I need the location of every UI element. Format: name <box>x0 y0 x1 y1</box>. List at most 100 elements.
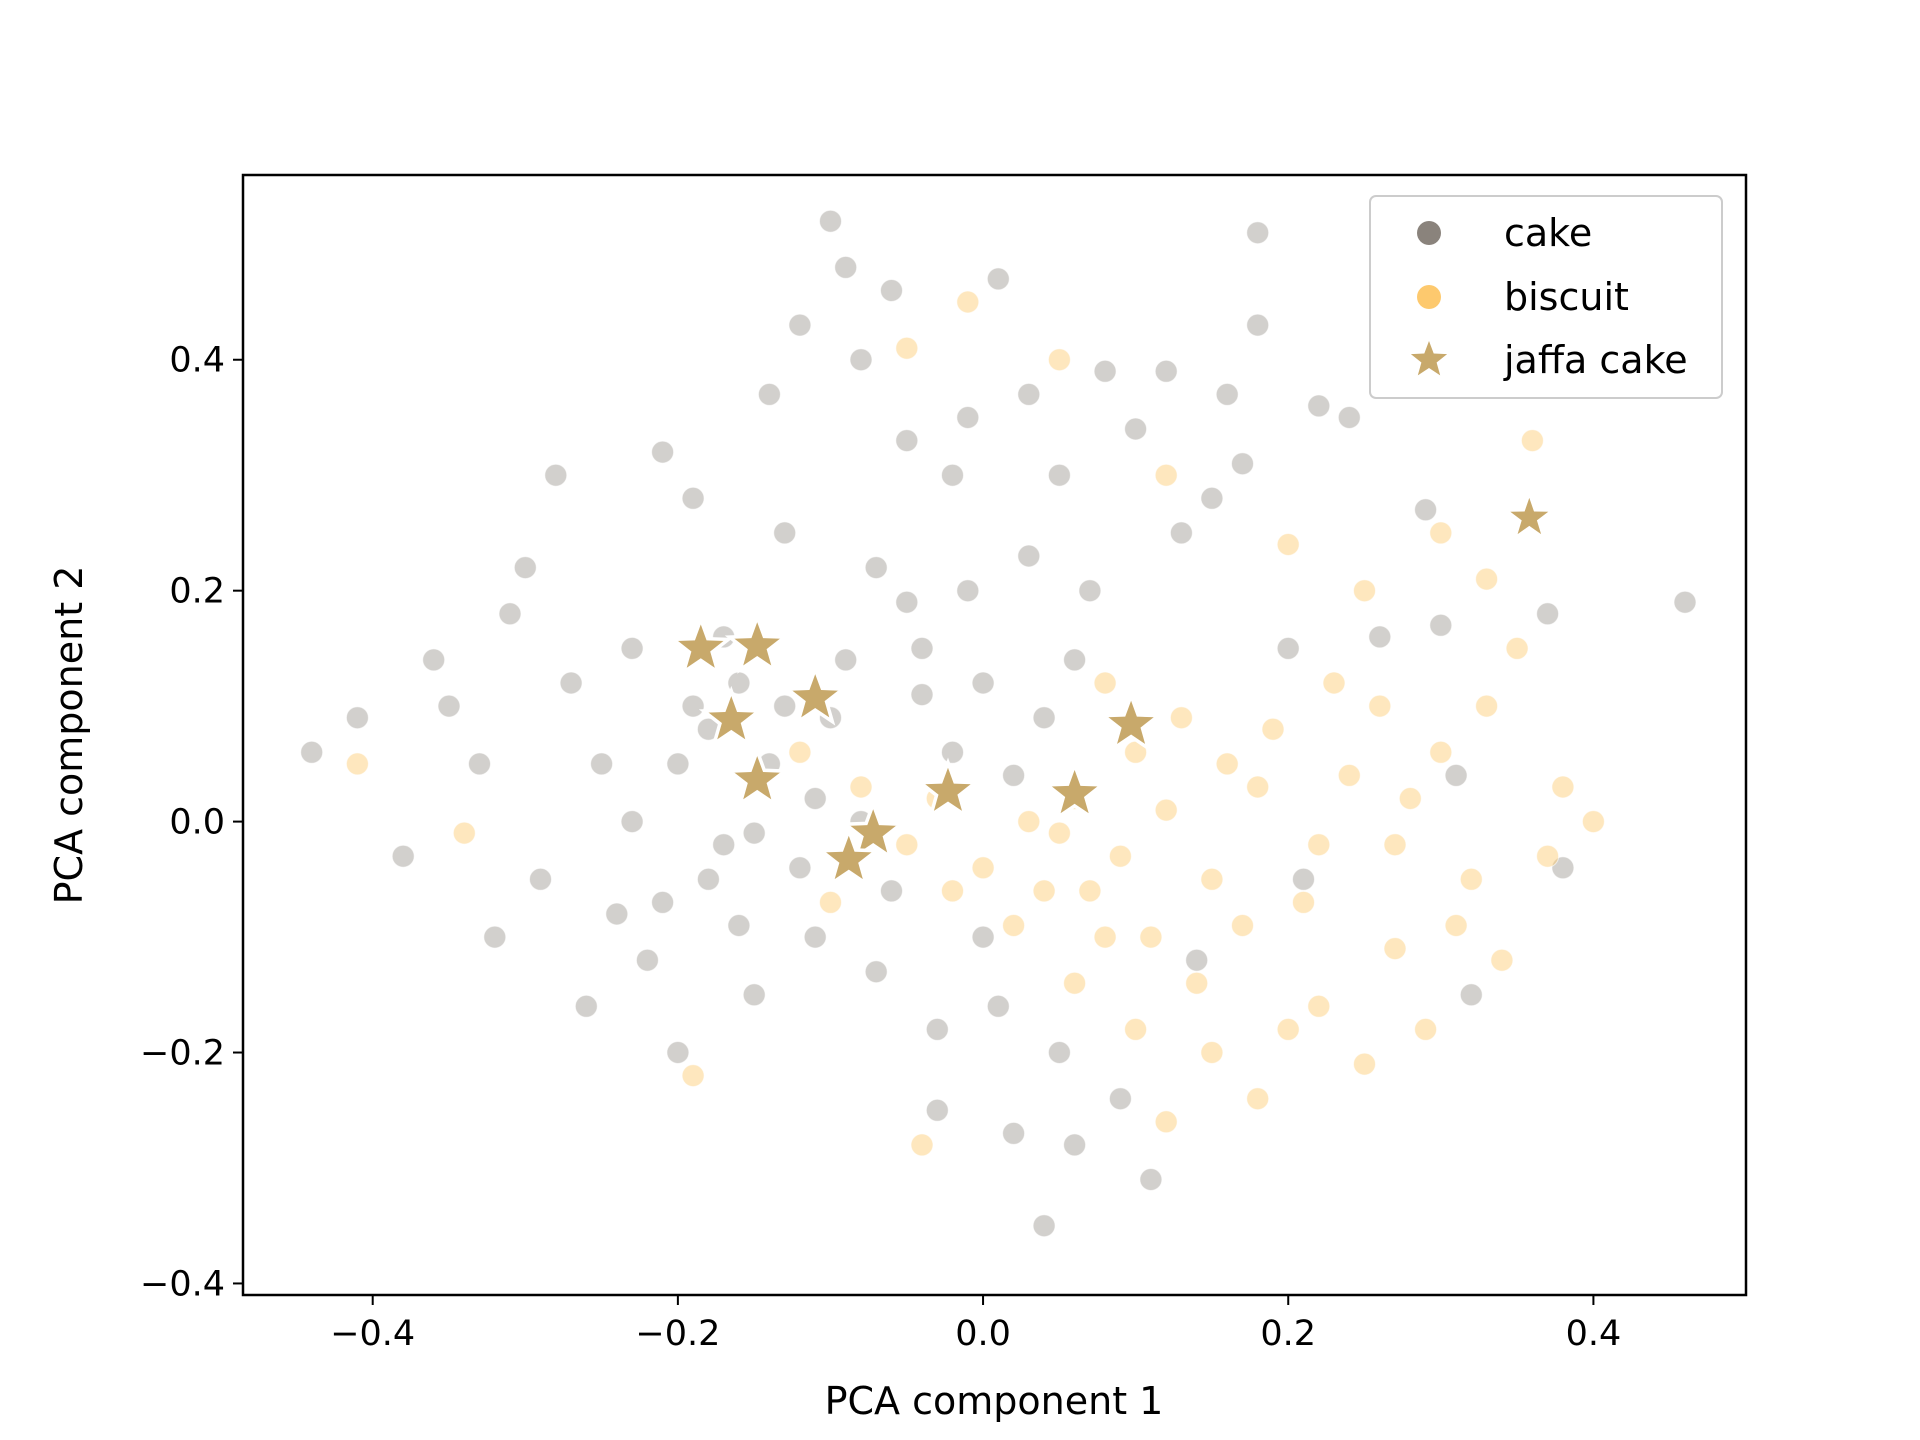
point-biscuit <box>1032 879 1056 903</box>
point-cake <box>941 740 964 764</box>
point-cake <box>468 752 491 776</box>
point-cake <box>1078 579 1102 603</box>
point-cake <box>666 752 690 776</box>
point-cake <box>1551 856 1575 880</box>
point-cake <box>849 348 873 372</box>
y-tick-label: −0.4 <box>140 1264 225 1304</box>
point-cake <box>1368 625 1392 649</box>
point-cake <box>803 925 827 949</box>
point-cake <box>1154 359 1178 383</box>
data-points <box>300 209 1697 1238</box>
point-cake <box>925 1017 949 1041</box>
point-cake <box>910 683 934 707</box>
x-tick-label: 0.0 <box>955 1314 1011 1354</box>
point-biscuit <box>1505 636 1529 660</box>
point-jaffa-cake <box>668 614 734 677</box>
point-cake <box>300 740 324 764</box>
point-biscuit <box>1429 740 1453 764</box>
point-cake <box>864 556 888 580</box>
point-cake <box>1246 313 1270 337</box>
point-jaffa-cake <box>915 757 981 820</box>
x-tick-label: 0.2 <box>1260 1314 1316 1354</box>
point-cake <box>437 694 461 718</box>
point-biscuit <box>1154 463 1178 487</box>
point-biscuit <box>1063 971 1087 995</box>
point-biscuit <box>1581 810 1605 834</box>
point-cake <box>956 406 980 429</box>
point-biscuit <box>1169 706 1193 730</box>
point-cake <box>1200 486 1224 510</box>
point-jaffa-cake <box>724 611 790 674</box>
point-biscuit <box>1154 798 1178 822</box>
point-biscuit <box>1261 717 1285 741</box>
point-biscuit <box>1475 694 1499 718</box>
point-cake <box>773 521 797 545</box>
point-cake <box>880 279 903 302</box>
point-cake <box>1169 521 1193 545</box>
point-cake <box>666 1041 690 1064</box>
point-cake <box>559 671 583 695</box>
point-biscuit <box>1215 752 1239 776</box>
point-biscuit <box>1383 937 1407 961</box>
point-cake <box>1032 706 1056 730</box>
point-cake <box>925 1098 949 1122</box>
point-cake <box>1032 1214 1056 1238</box>
point-cake <box>635 948 659 972</box>
point-biscuit <box>1368 694 1392 718</box>
x-tick-label: 0.4 <box>1566 1314 1622 1354</box>
point-cake <box>1063 1133 1087 1157</box>
point-biscuit <box>1200 1041 1224 1064</box>
point-biscuit <box>956 290 980 314</box>
point-biscuit <box>1307 994 1331 1018</box>
point-cake <box>391 844 415 868</box>
point-cake <box>620 810 644 834</box>
point-cake <box>605 902 629 926</box>
point-cake <box>1429 613 1453 637</box>
y-axis-ticks: −0.4 −0.2 0.0 0.2 0.4 <box>140 341 243 1304</box>
point-cake <box>1307 394 1331 418</box>
point-cake <box>803 787 827 810</box>
point-biscuit <box>1276 533 1300 556</box>
point-biscuit <box>971 856 995 880</box>
point-cake <box>941 463 964 487</box>
legend-marker-cake <box>1417 221 1441 245</box>
point-cake <box>1185 948 1209 972</box>
point-cake <box>590 752 614 776</box>
x-axis-label: PCA component 1 <box>825 1379 1164 1423</box>
point-biscuit <box>1002 914 1026 937</box>
point-cake <box>834 255 858 279</box>
point-cake <box>574 994 598 1018</box>
point-biscuit <box>1490 948 1514 972</box>
x-tick-label: −0.4 <box>330 1314 415 1354</box>
point-biscuit <box>1154 1110 1178 1134</box>
point-biscuit <box>1459 867 1483 891</box>
point-cake <box>971 925 995 949</box>
point-cake <box>895 429 919 453</box>
point-biscuit <box>1292 890 1315 914</box>
point-biscuit <box>1231 914 1254 937</box>
point-cake <box>1414 498 1438 522</box>
point-biscuit <box>1139 925 1163 949</box>
y-axis-label: PCA component 2 <box>47 566 91 905</box>
point-jaffa-cake <box>698 685 764 748</box>
legend-label-biscuit: biscuit <box>1504 275 1629 319</box>
point-biscuit <box>1398 787 1422 810</box>
point-biscuit <box>1322 671 1346 695</box>
point-biscuit <box>1246 1087 1270 1111</box>
legend-label-jaffa-cake: jaffa cake <box>1503 338 1688 382</box>
point-cake <box>788 313 812 337</box>
point-cake <box>1108 1087 1132 1111</box>
point-biscuit <box>1337 763 1361 787</box>
point-biscuit <box>895 336 919 360</box>
point-cake <box>544 463 568 487</box>
point-cake <box>971 671 995 695</box>
point-cake <box>1017 382 1041 406</box>
point-cake <box>986 994 1010 1018</box>
point-cake <box>1337 406 1361 429</box>
point-cake <box>681 486 705 510</box>
point-biscuit <box>941 879 964 903</box>
point-cake <box>788 856 812 880</box>
point-cake <box>773 694 797 718</box>
point-biscuit <box>681 1064 705 1088</box>
y-tick-label: 0.2 <box>169 572 225 612</box>
